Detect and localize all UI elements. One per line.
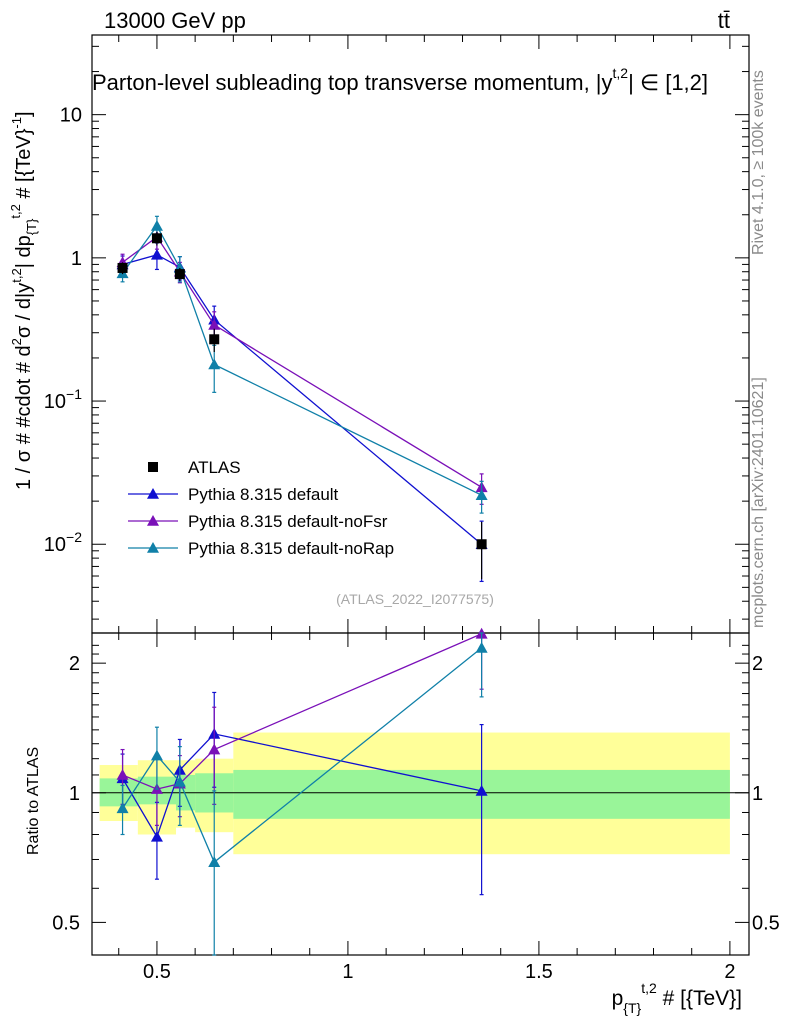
ratio-point xyxy=(150,830,163,842)
xlabel-rest: # [{TeV}] xyxy=(657,987,742,1010)
ylabel-part-b-sup: t,2 xyxy=(9,268,24,282)
data-point xyxy=(174,269,185,280)
ratio-y-tick-label-right: 0.5 xyxy=(752,912,780,934)
y-tick-exp: −2 xyxy=(66,529,82,545)
rivet-version-label: Rivet 4.1.0, ≥ 100k events xyxy=(750,70,767,255)
y-tick-base: 10 xyxy=(60,105,82,127)
ratio-y-tick-label: 1 xyxy=(69,783,80,805)
y-tick-exp: −1 xyxy=(66,386,82,402)
ratio-point xyxy=(208,856,221,867)
ratio-point xyxy=(173,775,186,787)
y-tick-label: 1 xyxy=(71,248,82,270)
ratio-y-axis-label: Ratio to ATLAS xyxy=(25,747,42,855)
ylabel-part-c-sub: {T} xyxy=(24,218,39,235)
legend: ATLAS Pythia 8.315 default Pythia 8.315 de… xyxy=(128,458,394,558)
series-point xyxy=(150,219,163,231)
chart-title-y: y xyxy=(602,70,613,95)
xlabel-p: p xyxy=(612,987,624,1010)
ratio-y-tick-label-right: 1 xyxy=(752,783,763,805)
ylabel-part-c: | dp xyxy=(13,235,35,268)
ratio-point xyxy=(116,802,129,814)
ylabel-part-d-sup: -1 xyxy=(9,117,24,129)
mcplots-label: mcplots.cern.ch [arXiv:2401.10621] xyxy=(750,377,767,628)
ratio-point xyxy=(208,743,221,755)
ratio-point xyxy=(150,749,163,761)
ratio-point xyxy=(475,641,488,653)
legend-label: ATLAS xyxy=(188,458,241,477)
ratio-panel: 0.5 1 1.5 2 0.5 0.5 1 1 2 2 xyxy=(52,627,780,983)
series-point xyxy=(208,318,221,330)
energy-label: 13000 GeV pp xyxy=(104,8,246,33)
x-tick-label: 1 xyxy=(342,961,353,983)
y-tick-base: 10 xyxy=(44,534,66,556)
ratio-y-tick-label: 0.5 xyxy=(52,912,80,934)
ylabel-part-a-sup: 2 xyxy=(9,338,24,345)
ylabel-part-d: # [{TeV} xyxy=(13,128,35,204)
series-point xyxy=(150,248,163,260)
ratio-point xyxy=(116,768,129,780)
legend-label: Pythia 8.315 default xyxy=(188,485,339,504)
y-tick-base: 1 xyxy=(71,248,82,270)
y-tick-base: 10 xyxy=(44,391,66,413)
legend-label: Pythia 8.315 default-noRap xyxy=(188,539,394,558)
y-tick-label: 10−2 xyxy=(44,529,82,556)
ylabel-part-a: 1 / σ # #cdot # d xyxy=(13,345,35,490)
x-axis-label: p{T}t,2 # [{TeV}] xyxy=(612,980,742,1016)
ylabel-part-e: ] xyxy=(13,111,35,117)
y-tick-label: 10−1 xyxy=(44,386,82,413)
ratio-y-tick-label-right: 2 xyxy=(752,653,763,675)
ratio-y-tick-label: 2 xyxy=(69,653,80,675)
data-point xyxy=(117,262,128,273)
series-point xyxy=(208,358,221,370)
chart-title-main: Parton-level subleading top transverse m… xyxy=(92,70,602,95)
y-tick-label: 10 xyxy=(60,105,82,127)
legend-marker-data xyxy=(148,462,158,472)
legend-marker xyxy=(147,488,159,499)
x-tick-label: 2 xyxy=(724,961,735,983)
data-point xyxy=(151,233,162,244)
process-label: tt̄ xyxy=(718,8,730,33)
y-axis-label: 1 / σ # #cdot # d2σ / d|yt,2| dp{T}t,2 #… xyxy=(8,111,39,490)
legend-marker xyxy=(147,542,159,553)
xlabel-sup: t,2 xyxy=(641,980,657,996)
x-tick-label: 1.5 xyxy=(525,961,553,983)
chart-title-sup: t,2 xyxy=(613,65,629,81)
data-point xyxy=(209,334,220,345)
data-point xyxy=(476,539,487,550)
chart-title: Parton-level subleading top transverse m… xyxy=(92,65,708,95)
ratio-point xyxy=(475,784,488,796)
series-1 xyxy=(116,226,488,505)
ylabel-part-b: σ / d|y xyxy=(13,283,35,338)
legend-label: Pythia 8.315 default-noFsr xyxy=(188,512,388,531)
reference-tag: (ATLAS_2022_I2077575) xyxy=(336,591,494,607)
ylabel-part-c-sup: t,2 xyxy=(8,204,23,218)
chart-title-tail: | ∈ [1,2] xyxy=(628,70,708,95)
xlabel-sub: {T} xyxy=(623,1000,641,1016)
data-series xyxy=(117,231,487,580)
series-point xyxy=(475,489,488,501)
x-tick-label: 0.5 xyxy=(143,961,171,983)
legend-marker xyxy=(147,515,159,526)
ratio-frame xyxy=(91,632,750,956)
ratio-series-2 xyxy=(116,632,488,956)
